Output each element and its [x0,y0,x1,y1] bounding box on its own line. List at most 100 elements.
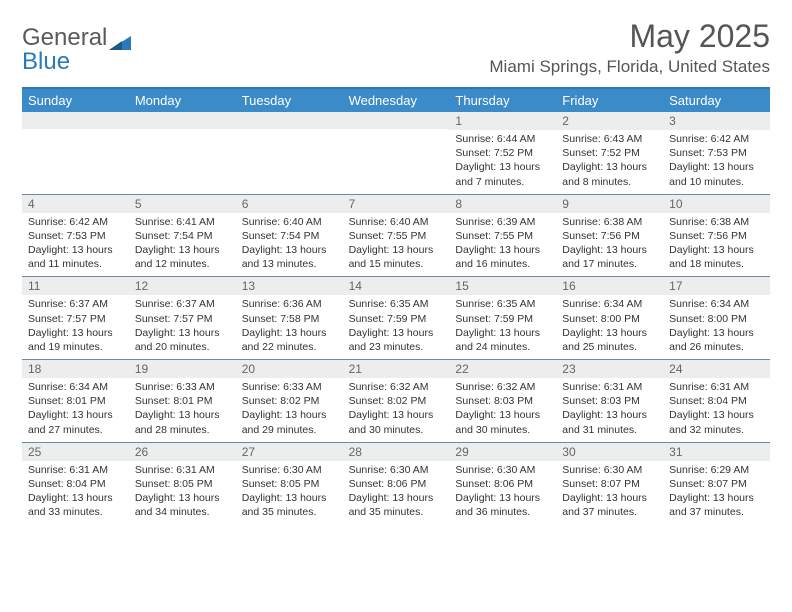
daylight-text-1: Daylight: 13 hours [28,243,123,257]
daylight-text-2: and 30 minutes. [455,423,550,437]
daylight-text-2: and 27 minutes. [28,423,123,437]
sunset-text: Sunset: 7:56 PM [562,229,657,243]
sun-info: Sunrise: 6:35 AMSunset: 7:59 PMDaylight:… [343,295,450,359]
sunrise-text: Sunrise: 6:33 AM [135,380,230,394]
sunrise-text: Sunrise: 6:36 AM [242,297,337,311]
sunset-text: Sunset: 8:03 PM [455,394,550,408]
sunset-text: Sunset: 7:55 PM [455,229,550,243]
calendar: Sunday Monday Tuesday Wednesday Thursday… [22,87,770,524]
sun-info: Sunrise: 6:42 AMSunset: 7:53 PMDaylight:… [663,130,770,194]
sun-info: Sunrise: 6:33 AMSunset: 8:01 PMDaylight:… [129,378,236,442]
daylight-text-2: and 16 minutes. [455,257,550,271]
day-cell: 1Sunrise: 6:44 AMSunset: 7:52 PMDaylight… [449,112,556,194]
day-number: 23 [556,360,663,378]
sunset-text: Sunset: 7:52 PM [562,146,657,160]
daylight-text-2: and 20 minutes. [135,340,230,354]
daylight-text-1: Daylight: 13 hours [455,491,550,505]
sunrise-text: Sunrise: 6:43 AM [562,132,657,146]
sun-info: Sunrise: 6:29 AMSunset: 8:07 PMDaylight:… [663,461,770,525]
day-number: 18 [22,360,129,378]
sun-info: Sunrise: 6:35 AMSunset: 7:59 PMDaylight:… [449,295,556,359]
daylight-text-2: and 7 minutes. [455,175,550,189]
daylight-text-2: and 22 minutes. [242,340,337,354]
logo-mark-icon [109,36,131,52]
week-row: 1 Sunrise: 6:44 AM Sunset: 7:52 PM Daylight… [22,112,770,195]
logo-text-b: Blue [22,48,131,76]
day-number: 2 [556,112,663,130]
sunset-text: Sunset: 8:02 PM [349,394,444,408]
sun-info: Sunrise: 6:34 AMSunset: 8:00 PMDaylight:… [556,295,663,359]
daylight-text-2: and 12 minutes. [135,257,230,271]
day-cell: 13Sunrise: 6:36 AMSunset: 7:58 PMDayligh… [236,277,343,359]
daylight-text-2: and 34 minutes. [135,505,230,519]
daylight-text-1: Daylight: 13 hours [669,160,764,174]
sunset-text: Sunset: 7:59 PM [455,312,550,326]
daylight-text-1: Daylight: 13 hours [135,326,230,340]
sunrise-text: Sunrise: 6:42 AM [669,132,764,146]
daylight-text-2: and 30 minutes. [349,423,444,437]
daylight-text-2: and 28 minutes. [135,423,230,437]
daylight-text-1: Daylight: 13 hours [242,326,337,340]
sunrise-text: Sunrise: 6:40 AM [242,215,337,229]
sunrise-text: Sunrise: 6:32 AM [349,380,444,394]
week-row: 18Sunrise: 6:34 AMSunset: 8:01 PMDayligh… [22,360,770,443]
day-cell: 26Sunrise: 6:31 AMSunset: 8:05 PMDayligh… [129,443,236,525]
day-cell: 19Sunrise: 6:33 AMSunset: 8:01 PMDayligh… [129,360,236,442]
sunset-text: Sunset: 8:07 PM [669,477,764,491]
sun-info [129,129,236,189]
daylight-text-2: and 23 minutes. [349,340,444,354]
sunset-text: Sunset: 8:02 PM [242,394,337,408]
daylight-text-2: and 19 minutes. [28,340,123,354]
day-cell [22,112,129,194]
day-number: 15 [449,277,556,295]
sunrise-text: Sunrise: 6:31 AM [135,463,230,477]
day-number: 1 [449,112,556,130]
daylight-text-1: Daylight: 13 hours [349,491,444,505]
sunset-text: Sunset: 8:00 PM [669,312,764,326]
sunrise-text: Sunrise: 6:31 AM [28,463,123,477]
sunrise-text: Sunrise: 6:44 AM [455,132,550,146]
sunrise-text: Sunrise: 6:34 AM [28,380,123,394]
sun-info: Sunrise: 6:41 AMSunset: 7:54 PMDaylight:… [129,213,236,277]
sunrise-text: Sunrise: 6:38 AM [562,215,657,229]
day-header-mon: Monday [129,89,236,112]
day-cell [129,112,236,194]
day-header-row: Sunday Monday Tuesday Wednesday Thursday… [22,89,770,112]
day-number: 5 [129,195,236,213]
week-row: 4Sunrise: 6:42 AMSunset: 7:53 PMDaylight… [22,195,770,278]
sunset-text: Sunset: 8:06 PM [349,477,444,491]
sunrise-text: Sunrise: 6:39 AM [455,215,550,229]
sunset-text: Sunset: 7:58 PM [242,312,337,326]
weeks-container: 1 Sunrise: 6:44 AM Sunset: 7:52 PM Daylight… [22,112,770,524]
day-cell: 8Sunrise: 6:39 AMSunset: 7:55 PMDaylight… [449,195,556,277]
daylight-text-1: Daylight: 13 hours [135,491,230,505]
day-number: 29 [449,443,556,461]
daylight-text-1: Daylight: 13 hours [349,408,444,422]
day-cell: 27Sunrise: 6:30 AMSunset: 8:05 PMDayligh… [236,443,343,525]
sunrise-text: Sunrise: 6:31 AM [669,380,764,394]
daylight-text-2: and 33 minutes. [28,505,123,519]
sunset-text: Sunset: 7:57 PM [28,312,123,326]
sunset-text: Sunset: 7:53 PM [669,146,764,160]
sun-info: Sunrise: 6:42 AMSunset: 7:53 PMDaylight:… [22,213,129,277]
day-cell: 17Sunrise: 6:34 AMSunset: 8:00 PMDayligh… [663,277,770,359]
daylight-text-2: and 25 minutes. [562,340,657,354]
sun-info: Sunrise: 6:31 AMSunset: 8:05 PMDaylight:… [129,461,236,525]
sun-info [343,129,450,189]
daylight-text-2: and 32 minutes. [669,423,764,437]
daylight-text-1: Daylight: 13 hours [562,408,657,422]
daylight-text-2: and 31 minutes. [562,423,657,437]
day-number [22,112,129,129]
daylight-text-1: Daylight: 13 hours [669,491,764,505]
day-number: 14 [343,277,450,295]
sunset-text: Sunset: 8:00 PM [562,312,657,326]
sunset-text: Sunset: 8:05 PM [242,477,337,491]
sun-info [22,129,129,189]
daylight-text-1: Daylight: 13 hours [349,326,444,340]
sunset-text: Sunset: 8:07 PM [562,477,657,491]
sun-info: Sunrise: 6:30 AMSunset: 8:07 PMDaylight:… [556,461,663,525]
daylight-text-2: and 35 minutes. [349,505,444,519]
day-header-tue: Tuesday [236,89,343,112]
day-number: 21 [343,360,450,378]
day-header-fri: Friday [556,89,663,112]
